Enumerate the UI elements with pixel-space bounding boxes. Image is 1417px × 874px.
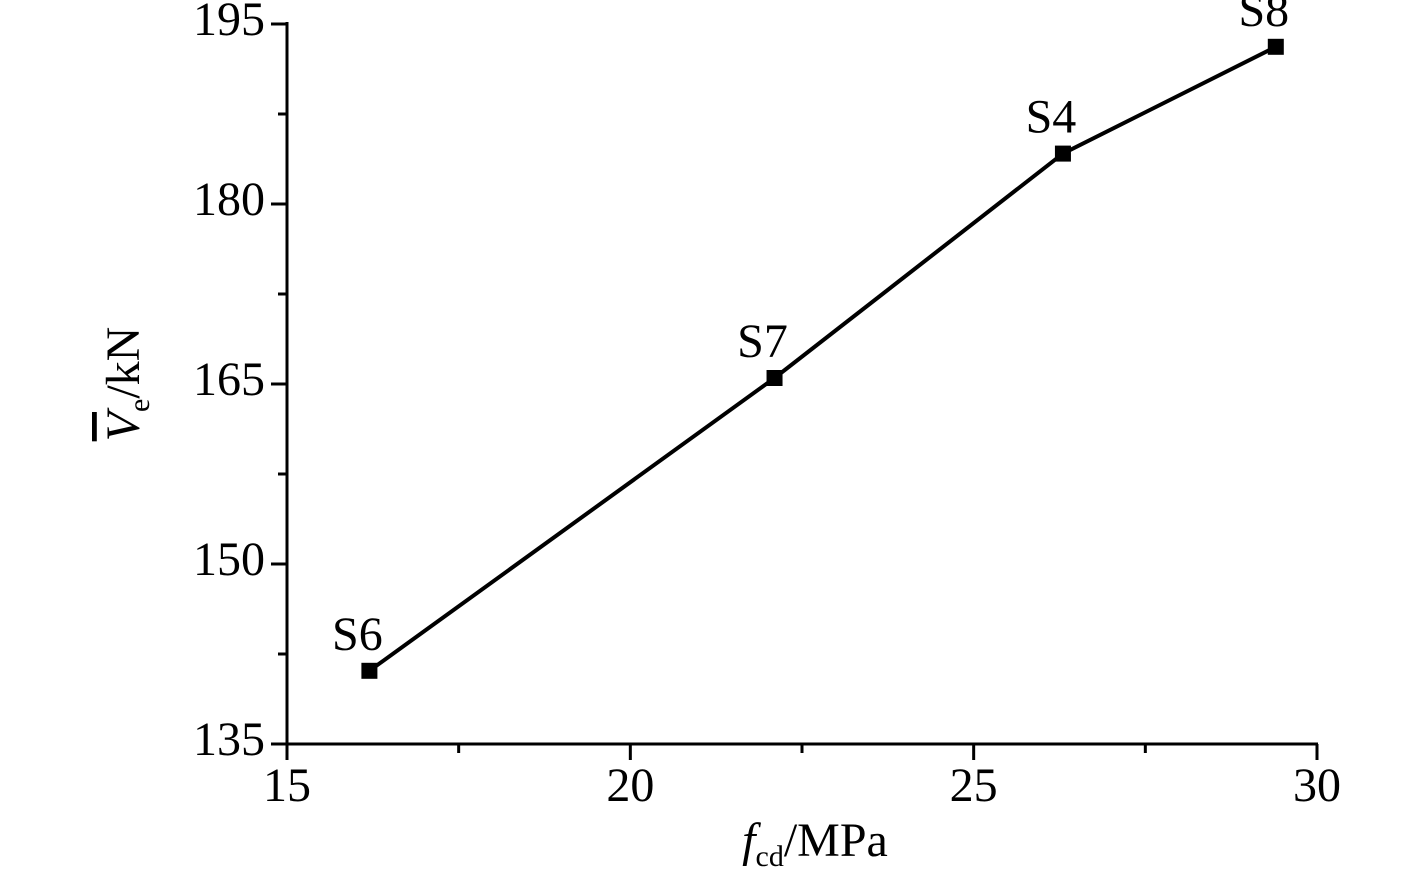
data-marker — [1054, 145, 1071, 162]
x-tick-label: 30 — [1293, 759, 1341, 812]
y-axis-label: Ve/kN — [97, 327, 156, 442]
x-label-subscript: cd — [756, 840, 784, 873]
data-marker — [1267, 38, 1284, 55]
x-tick-label: 15 — [263, 759, 311, 812]
x-tick-label: 20 — [606, 759, 654, 812]
point-label: S7 — [737, 315, 788, 368]
y-label-subscript: e — [123, 399, 156, 412]
data-marker — [766, 370, 783, 386]
data-line — [368, 45, 1277, 673]
y-tick-label: 150 — [193, 533, 265, 586]
point-label: S8 — [1238, 0, 1289, 37]
x-tick-label: 25 — [950, 759, 998, 812]
y-label-unit: /kN — [97, 327, 150, 399]
point-label: S6 — [332, 608, 383, 661]
y-tick-label: 135 — [193, 713, 265, 766]
y-tick-label: 165 — [193, 353, 265, 406]
x-axis-label: fcd/MPa — [742, 814, 888, 873]
y-tick-label: 180 — [193, 173, 265, 226]
data-marker — [361, 662, 378, 679]
y-tick-label: 195 — [193, 0, 265, 46]
y-label-symbol: V — [97, 407, 150, 441]
x-label-unit: /MPa — [784, 814, 888, 867]
point-label: S4 — [1026, 91, 1077, 144]
